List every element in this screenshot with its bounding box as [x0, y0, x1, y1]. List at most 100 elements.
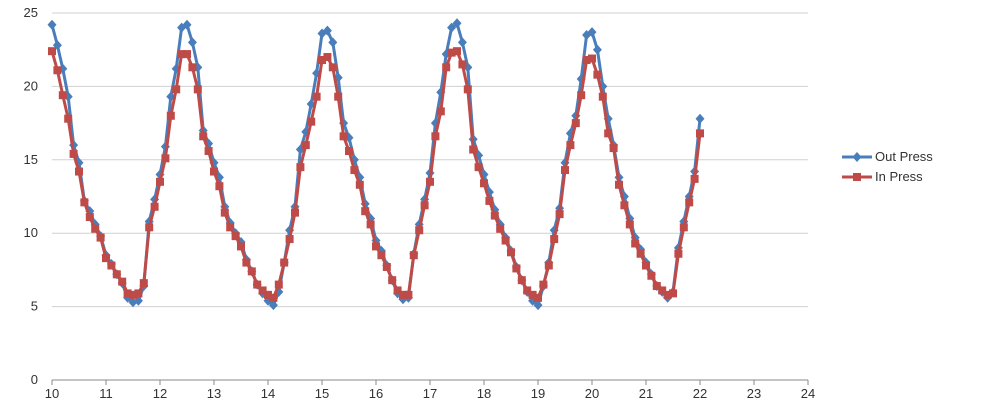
data-point-in-press	[59, 91, 67, 99]
data-point-in-press	[86, 213, 94, 221]
data-point-in-press	[518, 276, 526, 284]
x-tick-label: 20	[585, 386, 599, 401]
data-point-out-press	[48, 20, 57, 30]
x-tick-label: 22	[693, 386, 707, 401]
x-tick-label: 21	[639, 386, 653, 401]
data-point-out-press	[458, 37, 467, 47]
data-point-in-press	[345, 147, 353, 155]
data-point-in-press	[388, 276, 396, 284]
data-point-in-press	[248, 267, 256, 275]
legend-swatch-marker	[853, 173, 861, 181]
data-point-in-press	[620, 201, 628, 209]
data-point-in-press	[604, 129, 612, 137]
data-point-in-press	[669, 289, 677, 297]
data-point-in-press	[97, 234, 105, 242]
data-point-in-press	[48, 47, 56, 55]
data-point-in-press	[631, 239, 639, 247]
series-layer	[48, 18, 705, 310]
x-tick-label: 17	[423, 386, 437, 401]
data-point-in-press	[458, 60, 466, 68]
data-point-in-press	[566, 141, 574, 149]
legend-item-out-press: Out Press	[842, 149, 933, 164]
data-point-in-press	[113, 270, 121, 278]
y-tick-label: 5	[31, 299, 38, 314]
legend-item-in-press: In Press	[842, 169, 923, 184]
data-point-in-press	[534, 294, 542, 302]
data-point-in-press	[210, 168, 218, 176]
data-point-in-press	[70, 150, 78, 158]
data-point-in-press	[280, 259, 288, 267]
data-point-in-press	[647, 272, 655, 280]
data-point-in-press	[588, 55, 596, 63]
y-tick-label: 20	[24, 78, 38, 93]
data-point-in-press	[118, 278, 126, 286]
data-point-in-press	[226, 223, 234, 231]
data-point-in-press	[507, 248, 515, 256]
data-point-in-press	[415, 226, 423, 234]
data-point-in-press	[377, 251, 385, 259]
data-point-in-press	[194, 85, 202, 93]
data-point-in-press	[151, 203, 159, 211]
data-point-out-press	[696, 114, 705, 124]
data-point-in-press	[637, 250, 645, 258]
data-point-in-press	[323, 53, 331, 61]
data-point-in-press	[545, 261, 553, 269]
data-point-in-press	[431, 132, 439, 140]
legend-label: Out Press	[875, 149, 933, 164]
data-point-in-press	[215, 182, 223, 190]
data-point-in-press	[329, 63, 337, 71]
legend-swatch-marker	[853, 152, 862, 162]
series-line-out-press	[52, 23, 700, 305]
data-point-in-press	[291, 209, 299, 217]
data-point-in-press	[269, 294, 277, 302]
data-point-in-press	[539, 281, 547, 289]
data-point-in-press	[599, 93, 607, 101]
data-point-in-press	[626, 220, 634, 228]
data-point-in-press	[491, 212, 499, 220]
data-point-in-press	[340, 132, 348, 140]
y-tick-label: 25	[24, 5, 38, 20]
data-point-in-press	[286, 235, 294, 243]
data-point-in-press	[296, 163, 304, 171]
data-point-in-press	[550, 235, 558, 243]
legend: Out Press In Press	[842, 149, 933, 184]
data-point-in-press	[107, 261, 115, 269]
data-point-in-press	[642, 261, 650, 269]
data-point-in-press	[172, 85, 180, 93]
x-tick-label: 11	[99, 386, 113, 401]
data-point-in-press	[237, 242, 245, 250]
x-tick-label: 16	[369, 386, 383, 401]
data-point-in-press	[140, 279, 148, 287]
data-point-in-press	[91, 225, 99, 233]
data-point-in-press	[404, 291, 412, 299]
data-point-in-press	[696, 129, 704, 137]
data-point-in-press	[372, 242, 380, 250]
data-point-in-press	[410, 251, 418, 259]
data-point-in-press	[485, 197, 493, 205]
data-point-in-press	[615, 181, 623, 189]
data-point-in-press	[102, 254, 110, 262]
data-point-in-press	[334, 93, 342, 101]
data-point-in-press	[275, 281, 283, 289]
data-point-in-press	[183, 50, 191, 58]
data-point-out-press	[188, 37, 197, 47]
data-point-in-press	[361, 207, 369, 215]
data-point-in-press	[64, 115, 72, 123]
data-point-in-press	[161, 154, 169, 162]
data-point-in-press	[691, 175, 699, 183]
data-point-in-press	[502, 237, 510, 245]
data-point-out-press	[593, 45, 602, 55]
data-point-in-press	[53, 66, 61, 74]
data-point-in-press	[610, 144, 618, 152]
data-point-in-press	[426, 178, 434, 186]
data-point-in-press	[685, 198, 693, 206]
x-tick-label: 14	[261, 386, 275, 401]
x-tick-label: 10	[45, 386, 59, 401]
data-point-in-press	[302, 141, 310, 149]
data-point-in-press	[464, 85, 472, 93]
data-point-in-press	[496, 225, 504, 233]
data-point-in-press	[145, 223, 153, 231]
data-point-in-press	[593, 71, 601, 79]
